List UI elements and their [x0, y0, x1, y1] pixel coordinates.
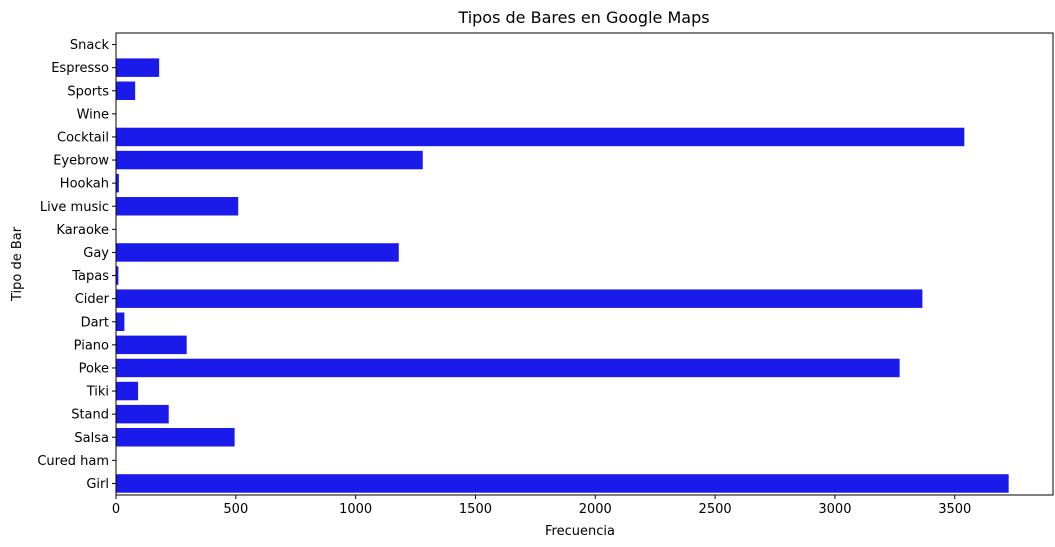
y-tick-label: Eyebrow	[53, 154, 109, 169]
y-tick-label: Karaoke	[56, 223, 109, 238]
y-tick-label: Tapas	[71, 269, 109, 284]
y-tick-label: Tiki	[86, 385, 109, 400]
bar-cider	[116, 289, 923, 308]
bar-poke	[116, 358, 900, 378]
y-tick-label: Piano	[74, 338, 109, 353]
chart-title: Tipos de Bares en Google Maps	[457, 8, 709, 27]
x-tick-label: 2500	[699, 502, 732, 517]
bar-eyebrow	[116, 150, 423, 170]
bar-dart	[116, 312, 125, 331]
x-tick-label: 500	[223, 502, 248, 517]
y-tick-label: Sports	[67, 84, 109, 99]
bar-live-music	[116, 197, 239, 216]
x-axis-label: Frecuencia	[545, 524, 615, 539]
bar-salsa	[116, 428, 235, 447]
bars-layer	[116, 58, 1009, 493]
bar-espresso	[116, 58, 160, 77]
x-tick-label: 2000	[579, 502, 612, 517]
y-tick-label: Cocktail	[57, 130, 109, 145]
y-tick-label: Dart	[81, 315, 109, 330]
y-tick-label: Cider	[75, 292, 110, 307]
bar-sports	[116, 81, 136, 100]
y-tick-label: Stand	[71, 408, 109, 423]
x-tick-label: 0	[112, 502, 120, 517]
x-tick-label: 1000	[339, 502, 372, 517]
x-tick-label: 3000	[818, 502, 851, 517]
bar-hookah	[116, 173, 119, 193]
y-tick-label: Girl	[86, 477, 109, 492]
bar-cocktail	[116, 127, 965, 147]
bar-gay	[116, 243, 399, 262]
bar-tapas	[116, 266, 119, 285]
bar-tiki	[116, 381, 139, 401]
bar-piano	[116, 335, 187, 355]
y-tick-label: Hookah	[60, 177, 109, 192]
y-axis-label: Tipo de Bar	[10, 226, 25, 302]
y-tick-label: Gay	[83, 246, 109, 261]
y-tick-label: Poke	[79, 361, 109, 376]
y-tick-label: Snack	[70, 38, 110, 53]
bar-girl	[116, 474, 1009, 493]
y-tick-label: Live music	[40, 200, 109, 215]
plot-area-frame	[115, 32, 1054, 496]
x-ticks: 0 500 1000 1500 2000 2500 3000 3500	[112, 495, 971, 517]
y-ticks: Snack Espresso Sports Wine Cocktail Eyebrow Ho…	[37, 38, 116, 492]
x-tick-label: 3500	[938, 502, 971, 517]
y-tick-label: Salsa	[74, 431, 109, 446]
y-tick-label: Wine	[77, 107, 109, 122]
y-tick-label: Espresso	[51, 61, 109, 76]
y-tick-label: Cured ham	[37, 454, 109, 469]
x-tick-label: 1500	[459, 502, 492, 517]
bar-stand	[116, 404, 169, 424]
